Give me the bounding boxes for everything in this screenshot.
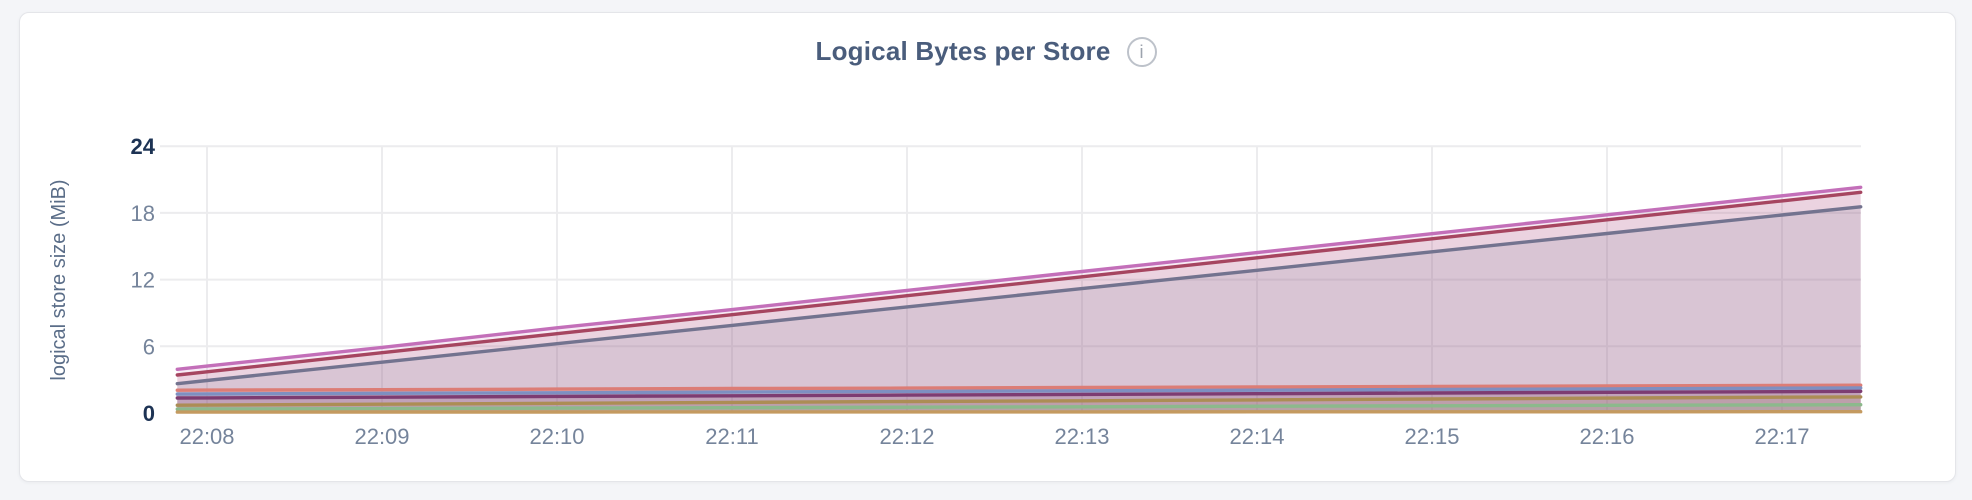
x-tick-label: 22:17	[1754, 424, 1809, 449]
x-tick-label: 22:13	[1054, 424, 1109, 449]
chart-header: Logical Bytes per Store i	[0, 36, 1972, 67]
series-area-s1-orchid	[177, 187, 1861, 413]
series-line-s8-green	[175, 403, 1863, 411]
x-tick-label: 22:11	[705, 424, 758, 449]
y-tick-label: 18	[131, 201, 155, 226]
y-tick-label: 12	[131, 268, 155, 293]
series-area-s2-crimson	[177, 192, 1861, 413]
series-line-s3-slate	[175, 205, 1863, 386]
info-icon[interactable]: i	[1126, 36, 1157, 67]
chart-title: Logical Bytes per Store	[815, 36, 1111, 66]
series-area-s3-slate	[177, 206, 1861, 413]
x-tick-label: 22:16	[1579, 424, 1634, 449]
x-tick-label: 22:15	[1404, 424, 1459, 449]
series-line-s2-crimson	[175, 190, 1863, 377]
series-line-s7-gold	[175, 395, 1863, 407]
y-tick-label: 24	[131, 134, 156, 159]
x-tick-label: 22:09	[354, 424, 409, 449]
series-line-s4-coral	[175, 383, 1863, 392]
y-axis-title: logical store size (MiB)	[48, 179, 70, 380]
series-line-s6-plum	[175, 389, 1863, 400]
y-tick-label: 0	[143, 401, 155, 426]
x-tick-label: 22:14	[1229, 424, 1284, 449]
x-tick-label: 22:12	[879, 424, 934, 449]
series-line-s1-orchid	[175, 185, 1863, 371]
x-tick-label: 22:10	[529, 424, 584, 449]
y-tick-label: 6	[143, 334, 155, 359]
x-tick-label: 22:08	[179, 424, 234, 449]
series-line-s5-blue	[175, 386, 1863, 396]
